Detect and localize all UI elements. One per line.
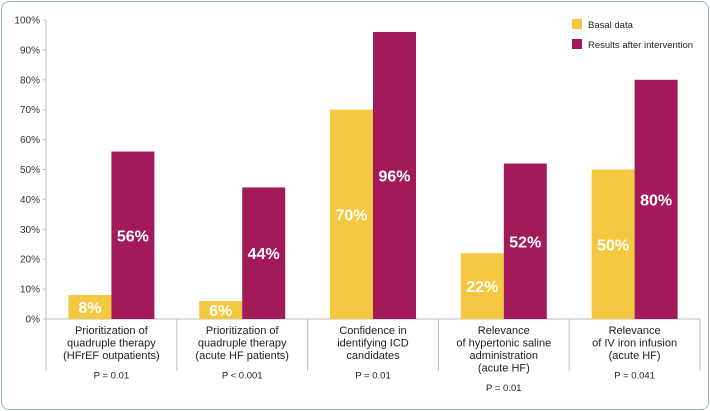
category-label: (HFrEF outpatients) xyxy=(63,350,160,362)
bar-after-intervention xyxy=(634,79,678,319)
y-tick-label: 90% xyxy=(20,45,40,56)
y-tick-label: 0% xyxy=(26,315,41,326)
category-label: administration xyxy=(470,350,538,362)
category-label: Relevance xyxy=(478,325,530,337)
bar-after-intervention xyxy=(242,187,286,319)
bar-after-intervention xyxy=(111,151,155,319)
bar-after-intervention xyxy=(373,31,416,320)
category-label: Relevance xyxy=(609,325,661,337)
bar-basal xyxy=(68,295,112,319)
y-tick-label: 20% xyxy=(20,255,40,266)
data-label: 80% xyxy=(640,192,672,209)
category-label: Confidence in xyxy=(339,325,406,337)
category-label: (acute HF patients) xyxy=(195,350,289,362)
legend-label-after: Results after intervention xyxy=(588,40,693,51)
y-tick-label: 50% xyxy=(20,165,40,176)
data-label: 22% xyxy=(466,279,498,296)
bar-basal xyxy=(330,109,373,319)
legend-swatch-after xyxy=(572,39,582,49)
p-value-label: P = 0.041 xyxy=(614,371,655,382)
category-label: Prioritization of xyxy=(206,325,280,337)
data-label: 52% xyxy=(509,234,541,251)
category-label: (acute HF) xyxy=(609,350,661,362)
y-tick-label: 10% xyxy=(20,285,40,296)
y-tick-label: 70% xyxy=(20,105,40,116)
category-label: Prioritization of xyxy=(75,325,149,337)
y-tick-label: 30% xyxy=(20,225,40,236)
category-label: (acute HF) xyxy=(478,363,530,375)
y-tick-label: 40% xyxy=(20,195,40,206)
data-label: 70% xyxy=(335,207,367,224)
data-label: 50% xyxy=(597,237,629,254)
category-label: identifying ICD xyxy=(337,338,409,350)
bar-basal xyxy=(460,253,504,319)
y-tick-label: 100% xyxy=(14,16,40,27)
category-label: quadruple therapy xyxy=(67,338,156,350)
p-value-label: P = 0.01 xyxy=(355,371,390,382)
bar-basal xyxy=(199,301,243,319)
category-label: quadruple therapy xyxy=(198,338,287,350)
p-value-label: P = 0.01 xyxy=(486,383,521,394)
y-tick-label: 80% xyxy=(20,75,40,86)
legend-swatch-basal xyxy=(572,19,582,29)
legend: Basal data Results after intervention xyxy=(572,19,693,51)
data-label: 56% xyxy=(117,228,149,245)
bars-layer xyxy=(68,31,678,320)
legend-label-basal: Basal data xyxy=(588,20,634,31)
axes-layer: 0% 10% 20% 30% 40% 50% 60% 70% 80% 90% 100% xyxy=(14,16,701,371)
data-label: 44% xyxy=(248,246,280,263)
bar-basal xyxy=(591,169,635,319)
category-label: of hypertonic saline xyxy=(456,338,551,350)
data-label: 6% xyxy=(209,303,232,320)
data-label: 96% xyxy=(378,168,410,185)
p-value-label: P < 0.001 xyxy=(222,371,263,382)
y-tick-label: 60% xyxy=(20,135,40,146)
data-label: 8% xyxy=(78,300,101,317)
category-label: candidates xyxy=(346,350,400,362)
category-label: of IV iron infusion xyxy=(592,338,677,350)
p-value-label: P = 0.01 xyxy=(94,371,129,382)
bar-after-intervention xyxy=(503,163,547,319)
